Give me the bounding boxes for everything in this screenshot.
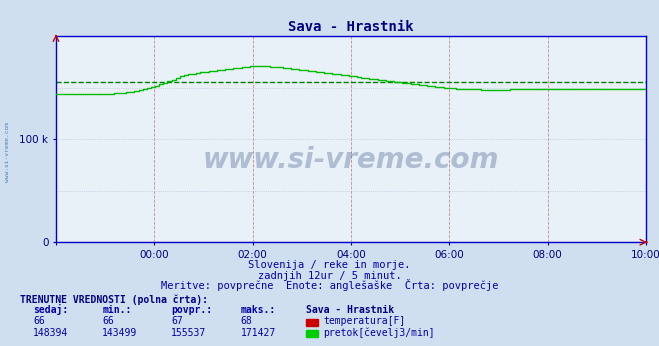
Text: Slovenija / reke in morje.: Slovenija / reke in morje. xyxy=(248,260,411,270)
Text: Meritve: povprečne  Enote: anglešaške  Črta: povprečje: Meritve: povprečne Enote: anglešaške Črt… xyxy=(161,279,498,291)
Text: 67: 67 xyxy=(171,316,183,326)
Text: pretok[čevelj3/min]: pretok[čevelj3/min] xyxy=(324,327,435,338)
Text: TRENUTNE VREDNOSTI (polna črta):: TRENUTNE VREDNOSTI (polna črta): xyxy=(20,294,208,305)
Title: Sava - Hrastnik: Sava - Hrastnik xyxy=(288,20,414,34)
Text: www.si-vreme.com: www.si-vreme.com xyxy=(203,146,499,174)
Text: 66: 66 xyxy=(102,316,114,326)
Text: 155537: 155537 xyxy=(171,328,206,338)
Text: temperatura[F]: temperatura[F] xyxy=(324,316,406,326)
Text: 68: 68 xyxy=(241,316,252,326)
Text: 148394: 148394 xyxy=(33,328,68,338)
Text: 66: 66 xyxy=(33,316,45,326)
Text: www.si-vreme.com: www.si-vreme.com xyxy=(5,122,11,182)
Text: min.:: min.: xyxy=(102,305,132,315)
Text: 143499: 143499 xyxy=(102,328,137,338)
Text: maks.:: maks.: xyxy=(241,305,275,315)
Text: zadnjih 12ur / 5 minut.: zadnjih 12ur / 5 minut. xyxy=(258,271,401,281)
Text: povpr.:: povpr.: xyxy=(171,305,212,315)
Text: Sava - Hrastnik: Sava - Hrastnik xyxy=(306,305,395,315)
Text: 171427: 171427 xyxy=(241,328,275,338)
Text: sedaj:: sedaj: xyxy=(33,304,68,315)
